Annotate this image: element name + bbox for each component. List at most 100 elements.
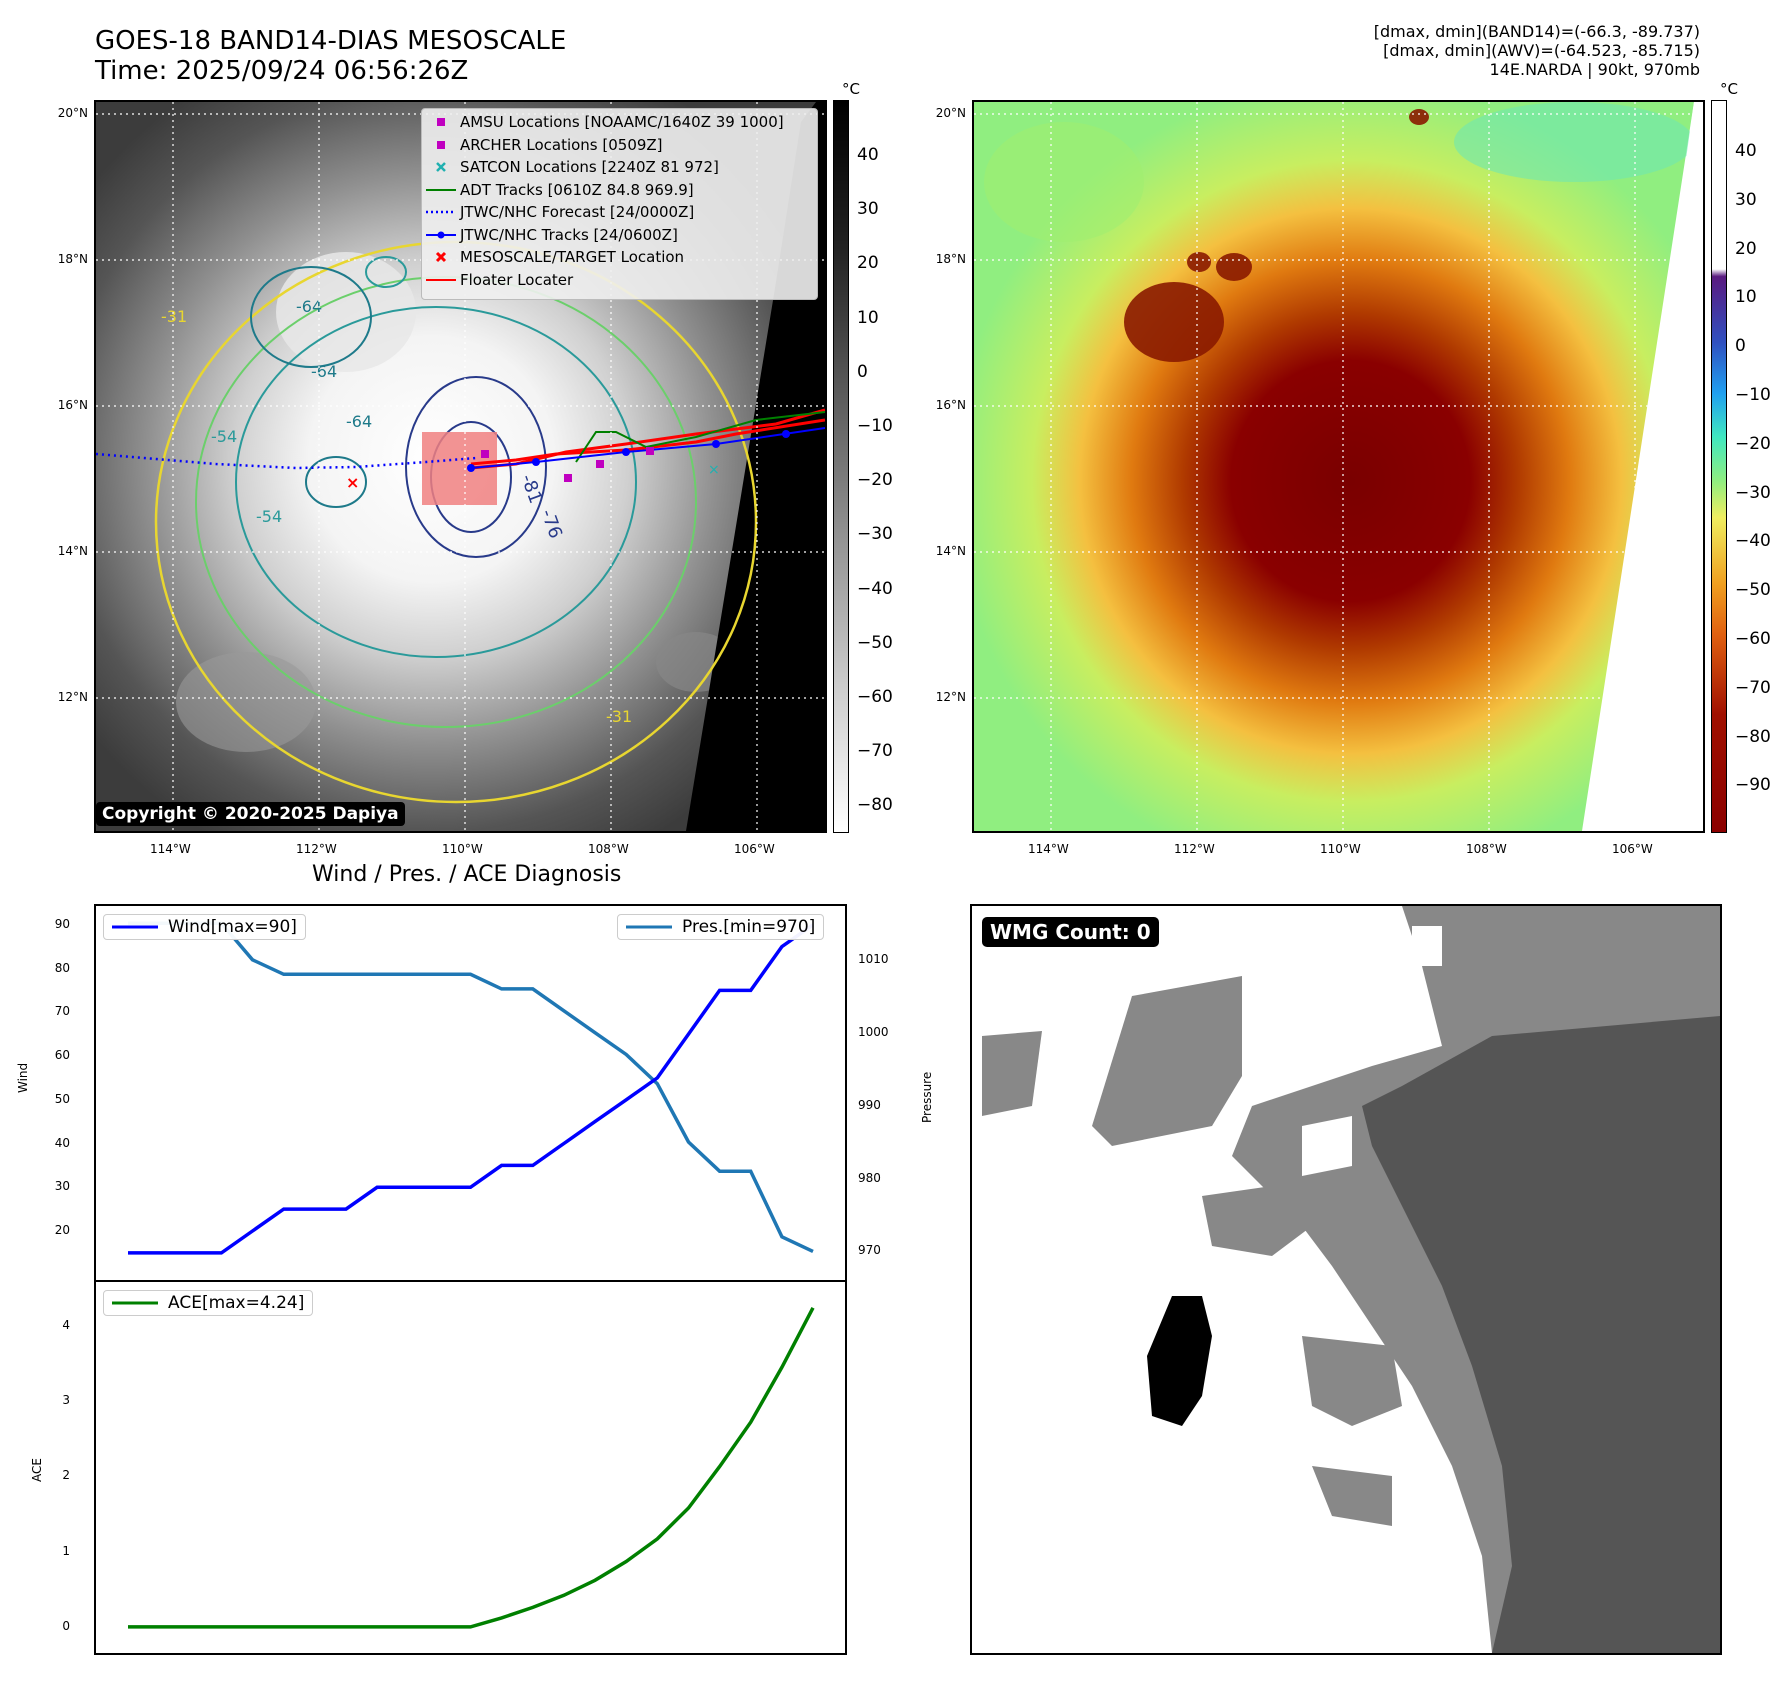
legend-line-icon (112, 925, 158, 929)
wind-line (128, 923, 815, 1255)
lon-label: 110°W (442, 842, 483, 856)
legend-item-target: MESOSCALE/TARGET Location (422, 246, 817, 269)
contour-label: -64 (311, 362, 337, 381)
map-legend: AMSU Locations [NOAAMC/1640Z 39 1000] AR… (421, 108, 818, 300)
colorbar-tick-label: 30 (857, 199, 879, 220)
lon-label: 108°W (1466, 842, 1507, 856)
info-block: [dmax, dmin](BAND14)=(-66.3, -89.737) [d… (1100, 22, 1700, 79)
colorbar-tick-label: −20 (857, 470, 893, 491)
legend-line-icon (626, 925, 672, 929)
colorbar-tick-label: 10 (1735, 287, 1757, 308)
info-awv-range: [dmax, dmin](AWV)=(-64.523, -85.715) (1383, 41, 1700, 60)
legend-item-forecast: JTWC/NHC Forecast [24/0000Z] (422, 201, 817, 224)
wmg-count-badge: WMG Count: 0 (982, 917, 1159, 947)
lon-label: 114°W (1028, 842, 1069, 856)
lat-label: 20°N (935, 106, 966, 120)
colorbar-tick-label: 30 (1735, 189, 1757, 210)
wind-tick-label: 30 (54, 1179, 70, 1194)
wind-tick-label: 80 (54, 960, 70, 975)
contour-label: -54 (256, 507, 282, 526)
ace-tick-label: 1 (62, 1543, 70, 1558)
ace-tick-label: 2 (62, 1468, 70, 1483)
wind-tick-label: 90 (54, 916, 70, 931)
wind-axis-label: Wind (16, 1062, 30, 1093)
colorbar-tick-label: 20 (857, 253, 879, 274)
wind-tick-label: 20 (54, 1223, 70, 1237)
color-colorbar (1711, 100, 1727, 833)
chart-timestamp: Time: 2025/09/24 06:56:26Z (95, 56, 469, 86)
colorbar-tick-label: −30 (857, 524, 893, 545)
awv-map-panel (972, 100, 1705, 833)
ace-plot (128, 1306, 815, 1629)
colorbar-tick-label: −10 (1735, 385, 1771, 405)
legend-marker-line-icon (426, 188, 456, 191)
legend-item-tracks: JTWC/NHC Tracks [24/0600Z] (422, 224, 817, 247)
colorbar-tick-label: 0 (1735, 336, 1746, 357)
contour-label: -31 (161, 307, 187, 326)
legend-marker-line-dot-icon (426, 231, 456, 239)
copyright-badge: Copyright © 2020-2025 Dapiya (96, 802, 405, 826)
legend-marker-x-icon (435, 252, 447, 263)
colorbar-tick-label: 0 (857, 361, 868, 382)
ace-tick-label: 4 (62, 1317, 70, 1332)
lon-label: 106°W (734, 842, 775, 856)
svg-text:×: × (708, 462, 720, 478)
ace-tick-label: 0 (62, 1618, 70, 1633)
legend-item-floater: Floater Locater (422, 269, 817, 292)
lat-label: 20°N (57, 106, 88, 120)
legend-item-amsu: AMSU Locations [NOAAMC/1640Z 39 1000] (422, 111, 817, 134)
legend-item-satcon: SATCON Locations [2240Z 81 972] (422, 156, 817, 179)
colorbar-tick-label: −40 (857, 578, 893, 599)
contour-label: -64 (346, 412, 372, 431)
wind-legend: Wind[max=90] (103, 914, 306, 940)
pressure-tick-label: 980 (858, 1170, 881, 1185)
wind-tick-label: 70 (54, 1004, 70, 1019)
lat-label: 12°N (935, 690, 966, 704)
legend-marker-square-icon (437, 140, 445, 149)
lat-label: 14°N (57, 544, 88, 558)
wind-tick-label: 60 (54, 1048, 70, 1062)
colorbar-tick-label: −40 (1735, 531, 1771, 552)
colorbar-tick-label: −60 (857, 687, 893, 707)
colorbar-tick-label: −50 (857, 632, 893, 653)
colorbar-tick-label: −10 (857, 416, 893, 436)
colorbar-tick-label: −70 (857, 741, 893, 762)
lon-label: 112°W (296, 842, 337, 856)
colorbar-tick-label: −50 (1735, 580, 1771, 601)
color-colorbar-unit: °C (1720, 80, 1738, 98)
lon-label: 108°W (588, 842, 629, 856)
pressure-tick-label: 1010 (858, 951, 889, 966)
legend-marker-dotted-icon (426, 211, 456, 214)
svg-text:×: × (346, 473, 359, 492)
colorbar-tick-label: −90 (1735, 775, 1771, 796)
colorbar-tick-label: 40 (1735, 141, 1757, 161)
awv-map-image (974, 102, 1703, 831)
lat-label: 16°N (935, 398, 966, 412)
legend-item-adt: ADT Tracks [0610Z 84.8 969.9] (422, 179, 817, 202)
contour-label: -64 (296, 297, 322, 316)
info-storm: 14E.NARDA | 90kt, 970mb (1489, 60, 1700, 79)
wmg-image (982, 906, 1720, 1653)
pressure-axis-label: Pressure (920, 1071, 934, 1123)
diagnosis-title: Wind / Pres. / ACE Diagnosis (312, 862, 622, 887)
ace-legend: ACE[max=4.24] (103, 1290, 314, 1316)
pressure-tick-label: 990 (858, 1097, 881, 1112)
lon-label: 110°W (1320, 842, 1361, 856)
colorbar-tick-label: −30 (1735, 482, 1771, 503)
info-band14-range: [dmax, dmin](BAND14)=(-66.3, -89.737) (1373, 22, 1700, 41)
legend-item-archer: ARCHER Locations [0509Z] (422, 134, 817, 157)
wind-pres-panel (94, 904, 847, 1282)
wmg-panel (970, 904, 1722, 1655)
lat-label: 18°N (57, 252, 88, 266)
ace-tick-label: 3 (62, 1393, 70, 1408)
ace-line (128, 1306, 815, 1629)
gray-colorbar-unit: °C (842, 80, 860, 98)
legend-marker-line-icon (426, 278, 456, 281)
contour-label: -54 (211, 427, 237, 446)
contour-label: -31 (606, 707, 632, 726)
legend-marker-x-icon (436, 162, 446, 173)
colorbar-tick-label: 10 (857, 307, 879, 328)
legend-line-icon (112, 1301, 158, 1305)
legend-marker-square-icon (437, 118, 445, 127)
gray-colorbar (833, 100, 849, 833)
